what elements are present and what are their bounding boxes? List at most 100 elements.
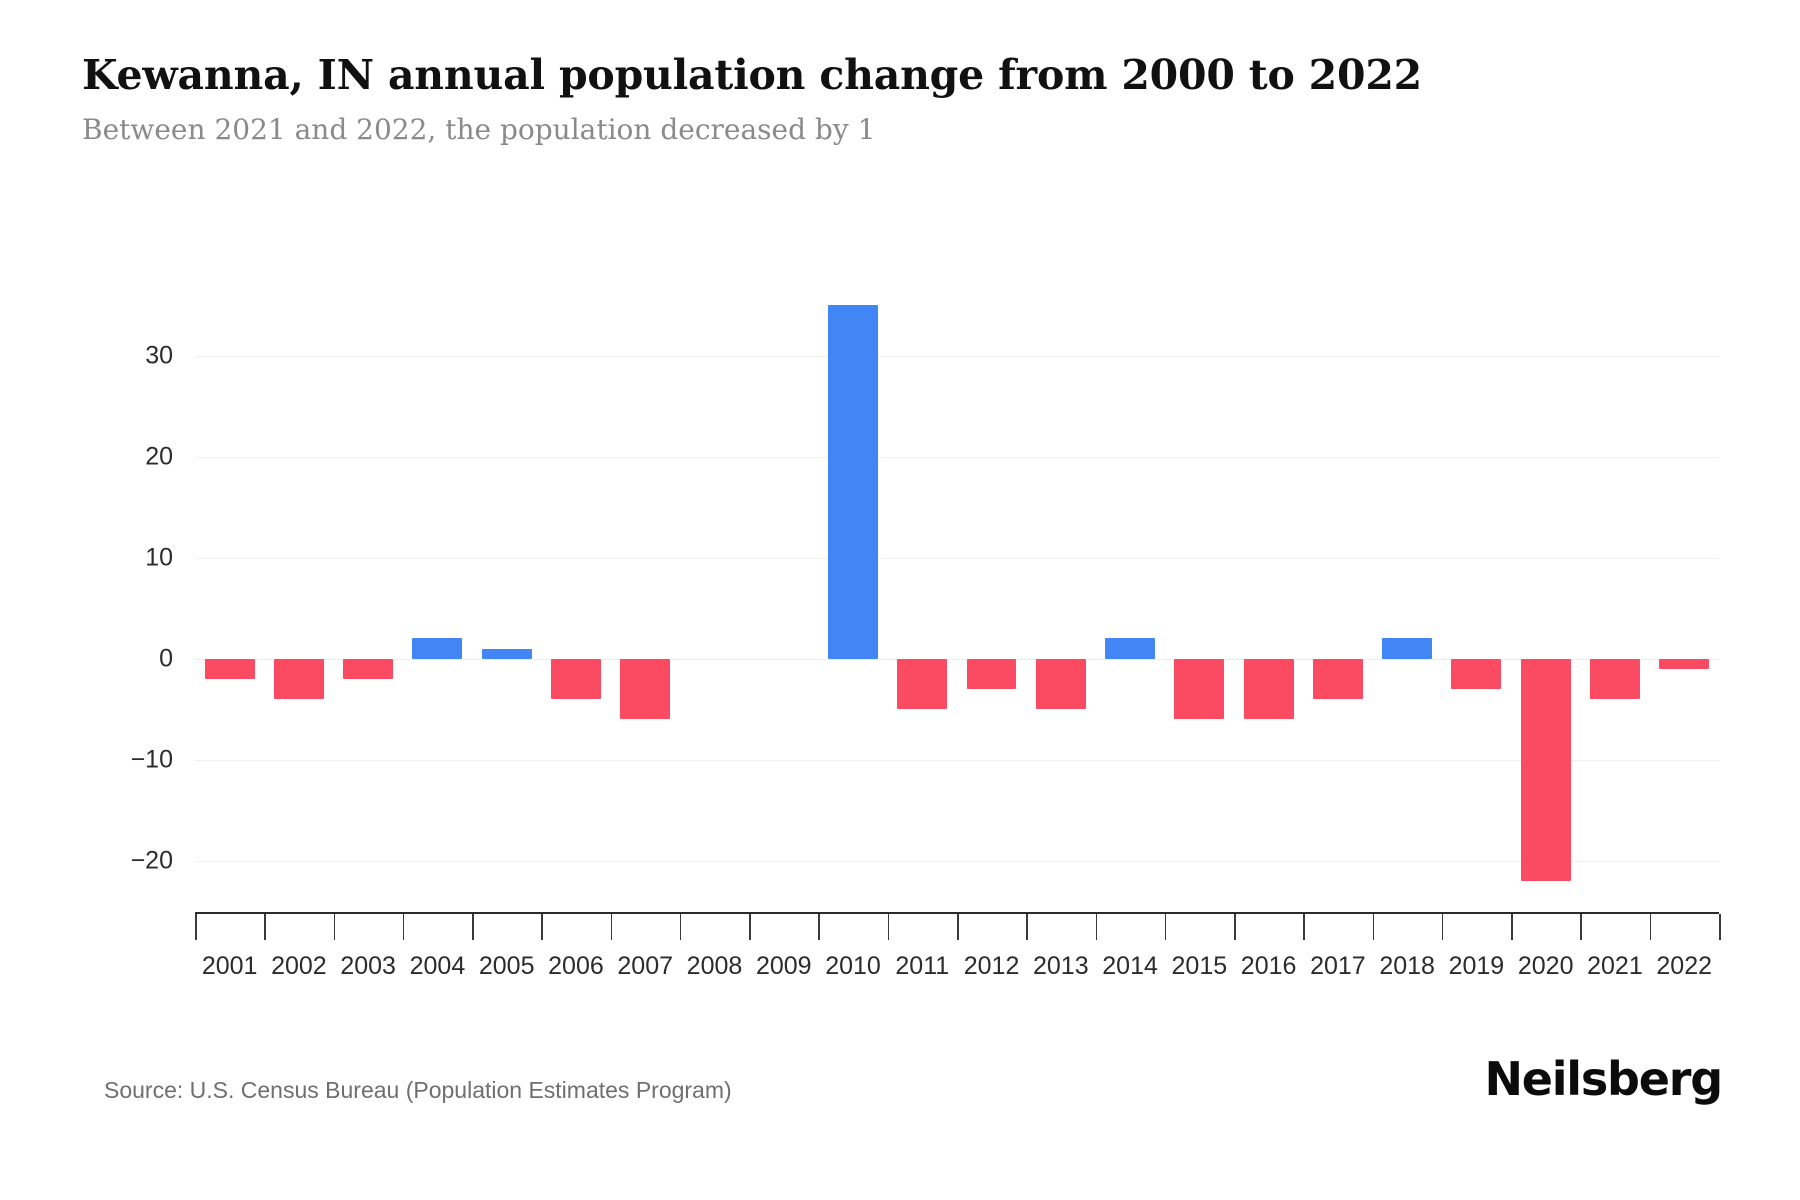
bar-slot — [888, 295, 957, 895]
bar-slot — [818, 295, 887, 895]
bar-slot — [264, 295, 333, 895]
bar-2012[interactable] — [966, 658, 1017, 689]
x-axis-label: 2008 — [686, 952, 743, 980]
bar-slot — [1580, 295, 1649, 895]
bar-slot — [1442, 295, 1511, 895]
x-axis-tick — [1095, 914, 1098, 940]
x-axis-tick — [1026, 914, 1028, 940]
x-axis-tick — [1234, 914, 1236, 940]
x-axis-label: 2017 — [1310, 952, 1366, 980]
x-axis-label: 2006 — [548, 952, 604, 980]
x-axis-label: 2004 — [409, 952, 466, 980]
x-axis-label: 2001 — [201, 952, 258, 980]
bar-2018[interactable] — [1382, 638, 1433, 659]
x-axis-label: 2018 — [1379, 952, 1435, 980]
y-axis-tick-label: 0 — [159, 644, 173, 673]
x-axis-label: 2005 — [478, 952, 535, 980]
x-axis-label: 2021 — [1587, 952, 1643, 980]
bar-slot — [1234, 295, 1303, 895]
x-axis-tick — [1580, 914, 1582, 940]
bar-2001[interactable] — [204, 658, 255, 679]
x-axis-tick — [1164, 914, 1167, 940]
x-axis-tick — [1441, 914, 1444, 940]
x-axis-tick — [1372, 914, 1375, 940]
bar-2010[interactable] — [828, 305, 878, 659]
chart-subtitle: Between 2021 and 2022, the population de… — [82, 113, 876, 147]
x-axis-tick — [1719, 914, 1721, 940]
bar-slot — [957, 295, 1026, 895]
gridline — [195, 456, 1719, 458]
source-note: Source: U.S. Census Bureau (Population E… — [104, 1077, 732, 1103]
bar-2006[interactable] — [551, 658, 601, 700]
bar-2016[interactable] — [1243, 658, 1294, 720]
x-axis-label: 2019 — [1448, 952, 1505, 980]
bar-slot — [195, 295, 264, 895]
x-axis-tick — [679, 914, 682, 940]
bar-2017[interactable] — [1312, 658, 1363, 700]
bars-group — [195, 295, 1719, 895]
gridline — [195, 860, 1719, 862]
x-axis-tick — [1511, 914, 1513, 940]
y-axis-tick-label: 20 — [145, 442, 173, 471]
bar-2002[interactable] — [273, 658, 324, 700]
x-axis-tick — [610, 914, 613, 940]
gridline — [195, 759, 1719, 761]
x-axis-label: 2022 — [1656, 952, 1713, 980]
x-axis-label: 2003 — [340, 952, 396, 980]
bar-2005[interactable] — [481, 648, 532, 659]
bar-slot — [472, 295, 541, 895]
x-axis-tick — [749, 914, 751, 940]
y-axis-tick-label: 30 — [145, 341, 173, 370]
x-axis-ticks — [195, 914, 1721, 940]
bar-slot — [541, 295, 610, 895]
x-axis-label: 2015 — [1171, 952, 1228, 980]
bar-slot — [1165, 295, 1234, 895]
bar-slot — [1373, 295, 1442, 895]
x-axis-label: 2011 — [895, 952, 950, 980]
brand-logo: Neilsberg — [1484, 1052, 1723, 1106]
bar-2020[interactable] — [1520, 658, 1571, 881]
x-axis-label: 2020 — [1517, 952, 1574, 980]
x-axis-label: 2002 — [271, 952, 327, 980]
page-title: Kewanna, IN annual population change fro… — [82, 51, 1422, 99]
bar-slot — [403, 295, 472, 895]
bar-2019[interactable] — [1451, 658, 1502, 689]
bar-2003[interactable] — [343, 658, 394, 679]
x-axis-tick — [1303, 914, 1305, 940]
y-axis-tick-label: −10 — [130, 745, 173, 774]
x-axis-tick — [195, 914, 197, 940]
bar-slot — [1026, 295, 1095, 895]
x-axis-labels: 2001 2002 2003 2004 2005 2006 2007 2008 2009 2010… — [195, 946, 1719, 986]
bar-2004[interactable] — [412, 638, 463, 659]
x-axis-tick — [472, 914, 474, 940]
x-axis-label: 2016 — [1240, 952, 1297, 980]
gridline — [195, 355, 1719, 357]
bar-2021[interactable] — [1590, 658, 1640, 700]
x-axis-label: 2013 — [1033, 952, 1089, 980]
chart-header: Kewanna, IN annual population change fro… — [82, 51, 1722, 147]
bar-2007[interactable] — [620, 658, 671, 720]
bar-slot — [1303, 295, 1372, 895]
bar-2022[interactable] — [1659, 658, 1710, 669]
bar-slot — [611, 295, 680, 895]
x-axis-tick — [1649, 914, 1652, 940]
bar-slot — [1095, 295, 1164, 895]
bar-2013[interactable] — [1035, 658, 1086, 710]
gridline — [195, 557, 1719, 559]
bar-2014[interactable] — [1105, 638, 1155, 659]
x-axis-tick — [333, 914, 336, 940]
bar-2011[interactable] — [897, 658, 948, 710]
x-axis-tick — [887, 914, 890, 940]
bar-slot — [1511, 295, 1580, 895]
bar-slot — [680, 295, 749, 895]
x-axis-label: 2014 — [1102, 952, 1158, 980]
x-axis-tick — [541, 914, 543, 940]
bar-2015[interactable] — [1174, 658, 1225, 720]
x-axis-label: 2007 — [617, 952, 674, 980]
x-axis-tick — [957, 914, 959, 940]
plot-inner: 30 20 10 0 −10 −20 — [131, 295, 1719, 895]
x-axis-tick — [818, 914, 820, 940]
y-axis-tick-label: −20 — [130, 846, 173, 875]
